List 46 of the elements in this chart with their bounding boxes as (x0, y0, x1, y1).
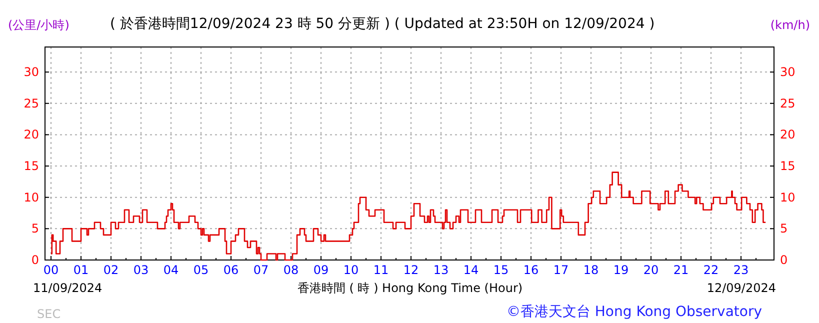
y-tick-label: 15 (24, 159, 39, 174)
x-axis-title: 香港時間 ( 時 ) Hong Kong Time (Hour) (297, 281, 523, 295)
x-tick-label: 20 (643, 263, 659, 277)
y2-tick-label: 30 (780, 65, 796, 80)
y2-tick-label: 5 (780, 222, 788, 236)
text: SEC (37, 307, 61, 321)
x-tick-label: 12 (403, 263, 419, 277)
x-tick-label: 19 (613, 263, 629, 277)
x-tick-label: 01 (73, 263, 89, 277)
x-tick-label: 04 (163, 263, 179, 277)
x-tick-label: 06 (223, 263, 239, 277)
x-tick-label: 11 (373, 263, 389, 277)
x-tick-label: 15 (493, 263, 509, 277)
x-tick-label: 10 (343, 263, 359, 277)
x-tick-label: 02 (103, 263, 119, 277)
y2-tick-label: 0 (780, 253, 788, 267)
y2-axis-title: (km/h) (770, 18, 810, 32)
x-tick-label: 23 (733, 263, 749, 277)
x-tick-label: 07 (253, 263, 269, 277)
x-tick-label: 09 (313, 263, 329, 277)
y-axis-title: (公里/小時) (8, 18, 70, 32)
y-tick-label: 20 (24, 128, 39, 142)
x-tick-label: 05 (193, 263, 209, 277)
y-tick-label: 0 (31, 253, 39, 267)
x-tick-label: 17 (553, 263, 569, 277)
y2-tick-label: 25 (780, 96, 796, 110)
y2-tick-label: 10 (780, 190, 796, 204)
x-tick-label: 22 (703, 263, 719, 277)
x-tick-label: 08 (283, 263, 299, 277)
text: 11/09/2024 (33, 281, 102, 295)
x-tick-label: 21 (673, 263, 689, 277)
x-tick-label: 00 (43, 263, 59, 277)
x-tick-label: 14 (463, 263, 479, 277)
x-tick-label: 03 (133, 263, 149, 277)
text: ©香港天文台 Hong Kong Observatory (506, 304, 762, 320)
y-tick-label: 5 (31, 222, 39, 236)
text: 12/09/2024 (706, 281, 776, 295)
x-tick-label: 18 (583, 263, 599, 277)
y-tick-label: 10 (24, 190, 39, 204)
x-tick-label: 16 (523, 263, 539, 277)
y-tick-label: 30 (24, 65, 39, 80)
y2-tick-label: 15 (780, 159, 796, 174)
y2-tick-label: 20 (780, 128, 796, 142)
x-tick-label: 13 (433, 263, 449, 277)
chart-title: ( 於香港時間12/09/2024 23 時 50 分更新 ) ( Updated at 23:50H on 12/09/2024 ) (110, 16, 655, 32)
y-tick-label: 25 (24, 96, 39, 110)
